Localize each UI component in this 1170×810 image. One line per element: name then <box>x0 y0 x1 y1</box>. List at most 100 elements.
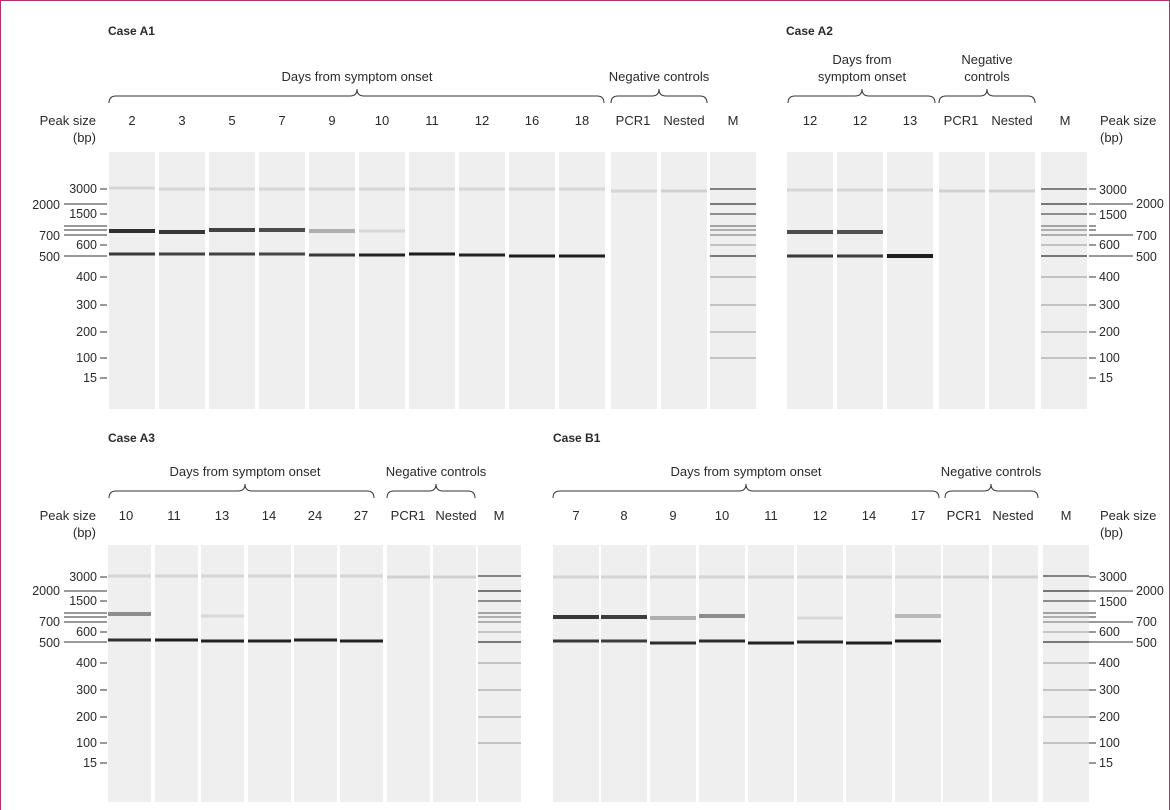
panel-title: Case A1 <box>108 24 155 38</box>
axis-tick-label: 3000 <box>1099 570 1127 584</box>
axis-tick-label: 200 <box>1099 710 1120 724</box>
gel-band <box>1043 621 1089 623</box>
peak-size-unit: (bp) <box>1100 525 1123 540</box>
lane-background <box>478 545 521 802</box>
gel-lane <box>601 545 647 802</box>
lane-background <box>837 152 883 409</box>
brace-negative-controls <box>610 88 708 104</box>
lane-label: 8 <box>620 508 627 523</box>
axis-tick-label: 700 <box>1136 229 1157 243</box>
lane-label: 14 <box>262 508 276 523</box>
peak-size-label: Peak size <box>1100 508 1156 523</box>
gel-band <box>601 575 647 579</box>
lane-background <box>939 152 985 409</box>
brace-days <box>552 483 940 499</box>
lane-background <box>748 545 794 802</box>
group-label-days-line-2: symptom onset <box>818 69 907 84</box>
axis-tick-label: 3000 <box>69 570 97 584</box>
lane-label: 7 <box>278 113 285 128</box>
gel-band <box>159 252 205 256</box>
brace-negative-controls <box>944 483 1039 499</box>
axis-tick-label: 1500 <box>69 594 97 608</box>
lane-label: 12 <box>853 113 867 128</box>
gel-lane <box>209 152 255 409</box>
lane-background <box>846 545 892 802</box>
gel-lane <box>387 545 430 802</box>
gel-band <box>553 615 599 619</box>
group-label-days: Days from symptom onset <box>282 69 433 84</box>
gel-band <box>1043 641 1089 643</box>
size-axis-left: 3000 2000 1500 700 600 500 400 300 200 1… <box>32 182 107 385</box>
gel-band <box>294 638 337 642</box>
gel-band <box>650 641 696 645</box>
gel-band <box>887 254 933 258</box>
lane-label: 13 <box>215 508 229 523</box>
lane-background <box>294 545 337 802</box>
gel-band <box>340 574 383 578</box>
axis-tick-label: 3000 <box>1099 183 1127 197</box>
gel-band <box>478 621 521 623</box>
gel-band <box>1041 188 1087 190</box>
gel-band <box>478 689 521 691</box>
size-axis-left: 3000 2000 1500 700 600 500 400 300 200 1… <box>32 570 107 770</box>
lane-label: M <box>1061 508 1072 523</box>
lane-background <box>553 545 599 802</box>
panel-case-b1: Case B1 Days from symptom onset Negative… <box>552 431 1164 802</box>
group-label-negative-controls: Negative controls <box>386 464 487 479</box>
gel-lane <box>846 545 892 802</box>
lane-label: 17 <box>911 508 925 523</box>
lane-label: 10 <box>375 113 389 128</box>
peak-size-unit: (bp) <box>73 525 96 540</box>
gel-lane <box>837 152 883 409</box>
axis-tick-label: 300 <box>1099 683 1120 697</box>
gel-band <box>787 254 833 258</box>
gel-band <box>989 189 1035 193</box>
gel-band <box>478 600 521 602</box>
lane-background <box>895 545 941 802</box>
gel-lane <box>553 545 599 802</box>
peak-size-label: Peak size <box>40 508 96 523</box>
gel-band <box>259 187 305 191</box>
gel-band <box>797 640 843 644</box>
gel-band <box>294 574 337 578</box>
axis-tick-label: 700 <box>39 615 60 629</box>
lane-background <box>601 545 647 802</box>
gel-band <box>201 639 244 643</box>
lane-label: 11 <box>425 113 439 128</box>
gel-band <box>359 253 405 257</box>
gel-band <box>992 575 1038 579</box>
gel-band <box>259 252 305 256</box>
gel-band <box>710 188 756 190</box>
panel-title: Case B1 <box>553 431 601 445</box>
panel-title: Case A3 <box>108 431 155 445</box>
gel-band <box>478 612 521 614</box>
lane-background <box>433 545 476 802</box>
gel-band <box>459 253 505 257</box>
gel-band <box>710 357 756 359</box>
lane-label: 12 <box>803 113 817 128</box>
gel-band <box>309 229 355 233</box>
gel-band <box>433 575 476 579</box>
gel-lane <box>309 152 355 409</box>
lane-label: 11 <box>167 508 181 523</box>
axis-tick-label: 700 <box>39 229 60 243</box>
gel-band <box>710 234 756 236</box>
gel-band <box>359 229 405 233</box>
gel-lane <box>478 545 521 802</box>
lane-label: 27 <box>354 508 368 523</box>
group-label-days: Days from symptom onset <box>170 464 321 479</box>
gel-band <box>478 742 521 744</box>
axis-tick-label: 200 <box>1099 325 1120 339</box>
size-axis-right: 3000 2000 1500 700 600 500 400 300 200 1… <box>1089 183 1164 385</box>
gel-band <box>108 612 151 616</box>
gel-band <box>553 639 599 643</box>
peak-size-label: Peak size <box>1100 113 1156 128</box>
lane-label: 7 <box>572 508 579 523</box>
axis-tick-label: 15 <box>83 756 97 770</box>
gel-lane <box>1043 545 1089 802</box>
lane-label: Nested <box>435 508 476 523</box>
axis-tick-label: 600 <box>76 238 97 252</box>
gel-lanes <box>109 152 756 409</box>
lane-background <box>259 152 305 409</box>
